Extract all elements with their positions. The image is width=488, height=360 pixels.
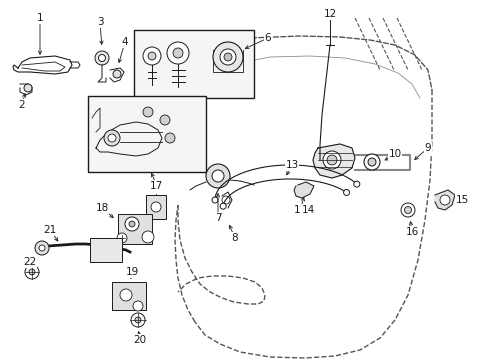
Bar	[88, 96, 205, 172]
Circle shape	[142, 47, 161, 65]
Circle shape	[205, 164, 229, 188]
Circle shape	[117, 233, 127, 243]
Circle shape	[98, 54, 105, 62]
Circle shape	[323, 151, 340, 169]
Text: 12: 12	[323, 9, 336, 19]
Text: 15: 15	[454, 195, 468, 205]
Text: 5: 5	[154, 183, 161, 193]
Circle shape	[224, 53, 231, 61]
Circle shape	[125, 217, 139, 231]
Circle shape	[120, 289, 132, 301]
Circle shape	[212, 197, 218, 203]
Text: 18: 18	[95, 203, 108, 213]
Polygon shape	[293, 182, 313, 198]
Text: 16: 16	[405, 227, 418, 237]
Circle shape	[213, 42, 243, 72]
Bar	[134, 30, 253, 98]
Text: 2: 2	[19, 100, 25, 110]
Circle shape	[220, 49, 236, 65]
Text: 13: 13	[285, 160, 298, 170]
Circle shape	[164, 133, 175, 143]
Circle shape	[400, 203, 414, 217]
Text: 1: 1	[37, 13, 43, 23]
Circle shape	[353, 181, 359, 187]
Circle shape	[129, 221, 135, 227]
Circle shape	[167, 42, 189, 64]
Text: 8: 8	[231, 233, 238, 243]
Bar	[118, 214, 152, 244]
Text: 21: 21	[43, 225, 57, 235]
Text: 11: 11	[293, 205, 306, 215]
Circle shape	[133, 301, 142, 311]
Circle shape	[326, 155, 336, 165]
Circle shape	[131, 313, 145, 327]
Text: 17: 17	[149, 181, 163, 191]
Bar	[112, 282, 146, 310]
Circle shape	[113, 70, 121, 78]
Circle shape	[363, 154, 379, 170]
Circle shape	[151, 202, 161, 212]
Bar	[90, 238, 122, 262]
Circle shape	[439, 195, 449, 205]
Circle shape	[104, 130, 120, 146]
Circle shape	[35, 241, 49, 255]
Text: 22: 22	[23, 257, 37, 267]
Text: 20: 20	[133, 335, 146, 345]
Circle shape	[160, 115, 170, 125]
Circle shape	[25, 265, 39, 279]
Circle shape	[343, 189, 349, 195]
Text: 10: 10	[387, 149, 401, 159]
Text: 3: 3	[97, 17, 103, 27]
Circle shape	[142, 107, 153, 117]
Text: 14: 14	[301, 205, 314, 215]
Circle shape	[173, 48, 183, 58]
Text: 19: 19	[125, 267, 138, 277]
Circle shape	[404, 207, 411, 213]
Circle shape	[108, 134, 116, 142]
Text: 6: 6	[264, 33, 271, 43]
Polygon shape	[434, 190, 454, 210]
Circle shape	[220, 203, 225, 209]
Bar	[146, 195, 165, 219]
Circle shape	[29, 269, 35, 275]
Text: 9: 9	[424, 143, 430, 153]
Text: 7: 7	[214, 213, 221, 223]
Polygon shape	[312, 144, 354, 178]
Circle shape	[367, 158, 375, 166]
Circle shape	[135, 317, 141, 323]
Circle shape	[39, 245, 45, 251]
Circle shape	[212, 170, 224, 182]
Text: 4: 4	[122, 37, 128, 47]
Circle shape	[95, 51, 109, 65]
Circle shape	[222, 196, 229, 204]
Circle shape	[142, 231, 154, 243]
Circle shape	[148, 52, 156, 60]
Circle shape	[24, 84, 32, 92]
